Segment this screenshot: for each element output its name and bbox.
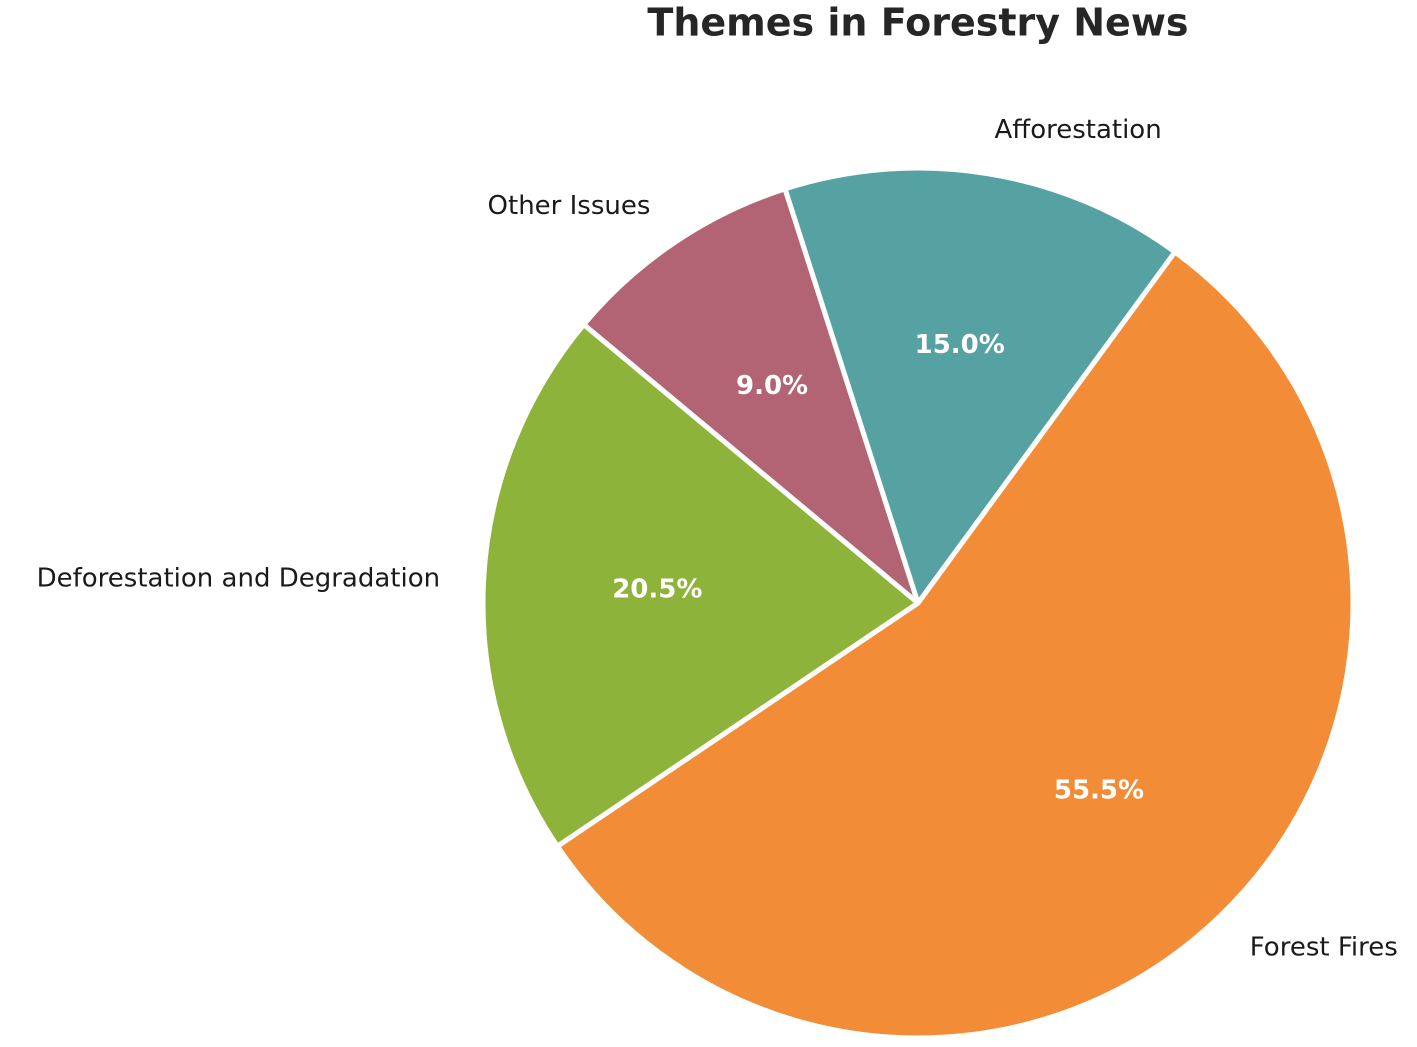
pie-slice	[554, 249, 1356, 1041]
value-label: 15.0%	[915, 330, 1005, 360]
slice-label: Deforestation and Degradation	[37, 563, 441, 593]
value-label: 55.5%	[1054, 776, 1144, 806]
pie-slice	[480, 322, 921, 849]
pie-slice	[581, 186, 921, 606]
chart-title: Themes in Forestry News	[647, 1, 1188, 45]
pie-slice	[782, 165, 1178, 606]
value-label: 9.0%	[736, 371, 808, 401]
value-label: 20.5%	[612, 574, 702, 604]
slice-label: Afforestation	[995, 115, 1162, 145]
slice-label: Forest Fires	[1250, 932, 1398, 962]
slice-label: Other Issues	[488, 191, 651, 221]
